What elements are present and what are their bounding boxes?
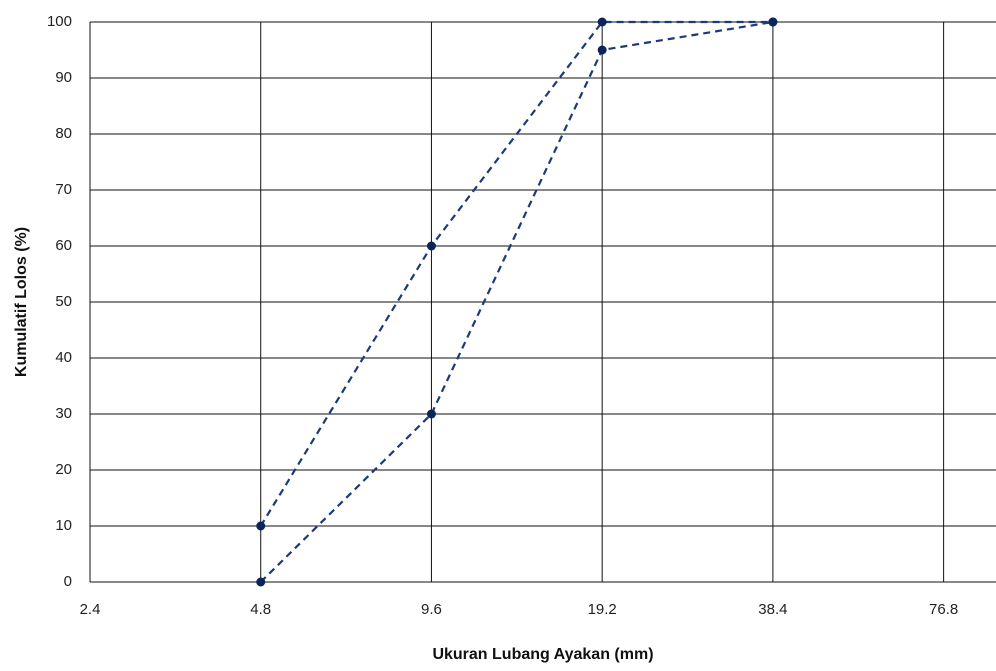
y-tick-label: 40 — [55, 349, 72, 366]
point — [768, 17, 778, 27]
x-tick-label: 2.4 — [80, 601, 101, 618]
x-tick-label: 9.6 — [421, 601, 442, 618]
y-tick-label: 10 — [55, 517, 72, 534]
y-tick-label: 20 — [55, 461, 72, 478]
x-tick-label: 4.8 — [250, 601, 271, 618]
point — [256, 521, 266, 531]
y-tick-label: 100 — [47, 13, 72, 30]
series-line — [259, 20, 773, 527]
point — [426, 409, 436, 419]
y-tick-label: 30 — [55, 405, 72, 422]
y-tick-label: 60 — [55, 237, 72, 254]
y-tick-label: 70 — [55, 181, 72, 198]
x-tick-label: 19.2 — [588, 601, 617, 618]
point — [426, 241, 436, 251]
x-axis-title: Ukuran Lubang Ayakan (mm) — [432, 646, 653, 663]
y-tick-label: 90 — [55, 69, 72, 86]
y-axis-title: Kumulatif Lolos (%) — [13, 227, 30, 377]
point — [256, 577, 266, 587]
y-tick-label: 0 — [64, 573, 72, 590]
point — [597, 45, 607, 55]
point — [597, 17, 607, 27]
y-tick-label: 50 — [55, 293, 72, 310]
x-tick-label: 38.4 — [758, 601, 787, 618]
x-tick-label: 76.8 — [929, 601, 958, 618]
y-tick-label: 80 — [55, 125, 72, 142]
